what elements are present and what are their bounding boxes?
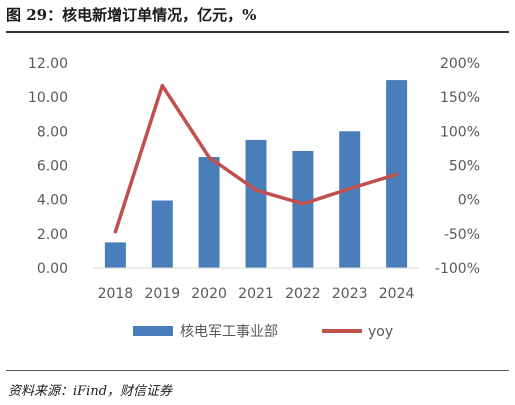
legend-bar-label: 核电军工事业部	[180, 324, 278, 340]
x-tick-label: 2020	[191, 286, 227, 302]
left-tick-label: 2.00	[37, 227, 68, 243]
left-tick-label: 6.00	[37, 159, 68, 175]
x-tick-label: 2018	[98, 286, 134, 302]
bar-2021	[245, 139, 267, 268]
x-tick-label: 2024	[379, 286, 415, 302]
right-axis-ticks: -100% -50% 0% 50% 100% 150% 200%	[435, 56, 480, 277]
title-divider	[6, 31, 509, 33]
bar-2023	[339, 131, 361, 268]
combo-chart: 0.00 2.00 4.00 6.00 8.00 10.00 12.00 -100% -50%…	[0, 36, 515, 366]
legend: 核电军工事业部 yoy	[133, 324, 393, 340]
right-tick-label: 100%	[440, 124, 480, 140]
chart: 0.00 2.00 4.00 6.00 8.00 10.00 12.00 -100% -50%…	[0, 36, 515, 366]
right-tick-label: 50%	[449, 159, 480, 175]
line-layer	[113, 83, 399, 234]
right-tick-label: 150%	[440, 90, 480, 106]
left-tick-label: 12.00	[28, 56, 68, 72]
bar-2018	[104, 242, 126, 268]
bar-2022	[292, 151, 314, 268]
bar-2020	[198, 157, 220, 268]
right-tick-label: -50%	[444, 227, 480, 243]
source-divider	[6, 370, 509, 371]
legend-line-label: yoy	[368, 324, 393, 340]
legend-bar-swatch	[133, 326, 173, 336]
x-axis-ticks: 2018 2019 2020 2021 2022 2023 2024	[98, 286, 415, 302]
bar-2019	[151, 200, 173, 268]
left-axis-ticks: 0.00 2.00 4.00 6.00 8.00 10.00 12.00	[28, 56, 68, 277]
x-tick-label: 2019	[144, 286, 180, 302]
x-tick-label: 2022	[285, 286, 321, 302]
right-tick-label: -100%	[435, 261, 480, 277]
source-note: 资料来源：iFind，财信证券	[8, 384, 173, 399]
left-tick-label: 4.00	[37, 193, 68, 209]
left-tick-label: 10.00	[28, 90, 68, 106]
right-tick-label: 200%	[440, 56, 480, 72]
left-tick-label: 0.00	[37, 261, 68, 277]
x-tick-label: 2023	[332, 286, 368, 302]
x-tick-label: 2021	[238, 286, 274, 302]
figure-title: 图 29：核电新增订单情况，亿元，%	[6, 6, 257, 24]
left-tick-label: 8.00	[37, 124, 68, 140]
right-tick-label: 0%	[458, 193, 480, 209]
